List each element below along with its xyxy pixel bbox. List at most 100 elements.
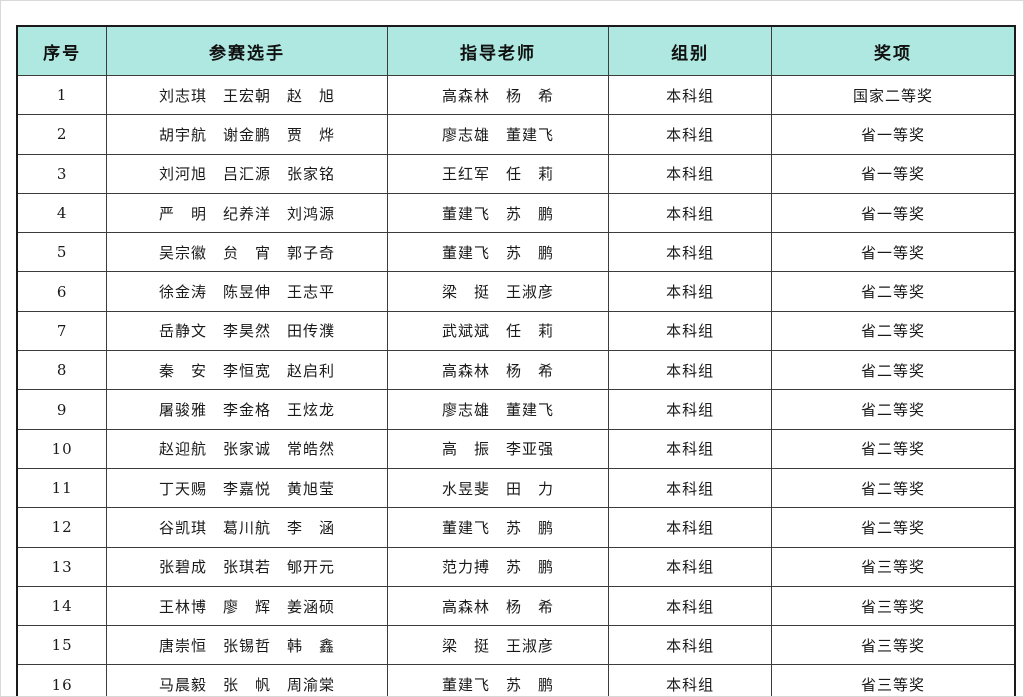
cell-group: 本科组 — [608, 350, 772, 391]
table-row: 10 赵迎航 张家诚 常皓然高 振 李亚强 本科组 省二等奖 — [16, 428, 1016, 469]
cell-contestants: 马晨毅 张 帆 周渝棠 — [106, 664, 388, 696]
cell-group: 本科组 — [608, 114, 772, 155]
cell-contestants: 丁天赐 李嘉悦 黄旭莹 — [106, 467, 388, 509]
cell-contestants: 刘志琪 王宏朝 赵 旭 — [106, 74, 388, 116]
cell-group: 本科组 — [608, 153, 772, 194]
table-row: 11 丁天赐 李嘉悦 黄旭莹 水昱斐 田 力本科组 省二等奖 — [16, 467, 1016, 509]
table-row: 14 王林博 廖 辉 姜涵硕 高森林 杨 希本科组 省三等奖 — [16, 585, 1016, 627]
cell-contestants: 胡宇航 谢金鹏 贾 烨 — [106, 114, 388, 155]
cell-award: 省三等奖 — [770, 546, 1016, 587]
cell-contestants: 刘河旭 吕汇源 张家铭 — [106, 153, 388, 194]
header-teachers: 指导老师 — [386, 25, 610, 76]
cell-contestants: 严 明 纪养洋 刘鸿源 — [106, 192, 388, 234]
cell-teachers: 高 振 李亚强 — [386, 428, 610, 469]
table-row: 2 胡宇航 谢金鹏 贾 烨廖志雄 董建飞 本科组 省一等奖 — [16, 114, 1016, 155]
cell-award: 省二等奖 — [770, 310, 1016, 352]
cell-group: 本科组 — [608, 74, 772, 116]
cell-teachers: 高森林 杨 希 — [386, 585, 610, 627]
cell-contestants: 赵迎航 张家诚 常皓然 — [106, 428, 388, 469]
cell-award: 省三等奖 — [770, 664, 1016, 696]
cell-teachers: 水昱斐 田 力 — [386, 467, 610, 509]
cell-teachers: 范力搏 苏 鹏 — [386, 546, 610, 587]
table-row: 16 马晨毅 张 帆 周渝棠 董建飞 苏 鹏本科组 省三等奖 — [16, 664, 1016, 696]
cell-teachers: 廖志雄 董建飞 — [386, 114, 610, 155]
cell-group: 本科组 — [608, 664, 772, 696]
cell-group: 本科组 — [608, 428, 772, 469]
cell-teachers: 梁 挺 王淑彦 — [386, 271, 610, 312]
table-row: 7 岳静文 李昊然 田传濮 武斌斌 任 莉本科组 省二等奖 — [16, 310, 1016, 352]
cell-group: 本科组 — [608, 271, 772, 312]
cell-group: 本科组 — [608, 389, 772, 430]
cell-contestants: 唐崇恒 张锡哲 韩 鑫 — [106, 625, 388, 666]
cell-award: 国家二等奖 — [770, 74, 1016, 116]
cell-group: 本科组 — [608, 507, 772, 548]
cell-group: 本科组 — [608, 546, 772, 587]
cell-serial-number: 3 — [16, 153, 108, 194]
cell-group: 本科组 — [608, 467, 772, 509]
cell-group: 本科组 — [608, 192, 772, 234]
cell-award: 省二等奖 — [770, 389, 1016, 430]
table-row: 9 屠骏雅 李金格 王炫龙 廖志雄 董建飞 本科组 省二等奖 — [16, 389, 1016, 430]
table-row: 1 刘志琪 王宏朝 赵 旭高森林 杨 希本科组 国家二等奖 — [16, 74, 1016, 116]
table-row: 15 唐崇恒 张锡哲 韩 鑫梁 挺 王淑彦 本科组 省三等奖 — [16, 625, 1016, 666]
cell-award: 省一等奖 — [770, 114, 1016, 155]
table-body: 1 刘志琪 王宏朝 赵 旭高森林 杨 希本科组 国家二等奖 2 胡宇航 谢金鹏 贾 烨廖… — [16, 74, 1016, 696]
cell-serial-number: 2 — [16, 114, 108, 155]
header-serial-number: 序号 — [16, 25, 108, 76]
cell-serial-number: 16 — [16, 664, 108, 696]
cell-serial-number: 13 — [16, 546, 108, 587]
table-row: 6 徐金涛 陈昱伸 王志平梁 挺 王淑彦 本科组 省二等奖 — [16, 271, 1016, 312]
cell-group: 本科组 — [608, 625, 772, 666]
cell-serial-number: 7 — [16, 310, 108, 352]
cell-award: 省一等奖 — [770, 192, 1016, 234]
header-row: 序号 参赛选手 指导老师 组别 奖项 — [16, 25, 1016, 76]
cell-teachers: 董建飞 苏 鹏 — [386, 232, 610, 273]
cell-serial-number: 1 — [16, 74, 108, 116]
cell-award: 省二等奖 — [770, 350, 1016, 391]
cell-award: 省三等奖 — [770, 625, 1016, 666]
cell-teachers: 董建飞 苏 鹏 — [386, 507, 610, 548]
cell-serial-number: 8 — [16, 350, 108, 391]
cell-award: 省二等奖 — [770, 428, 1016, 469]
cell-contestants: 岳静文 李昊然 田传濮 — [106, 310, 388, 352]
cell-serial-number: 15 — [16, 625, 108, 666]
cell-contestants: 王林博 廖 辉 姜涵硕 — [106, 585, 388, 627]
cell-serial-number: 12 — [16, 507, 108, 548]
cell-award: 省一等奖 — [770, 153, 1016, 194]
cell-award: 省一等奖 — [770, 232, 1016, 273]
cell-serial-number: 11 — [16, 467, 108, 509]
cell-serial-number: 4 — [16, 192, 108, 234]
table-row: 12 谷凯琪 葛川航 李 涵董建飞 苏 鹏本科组 省二等奖 — [16, 507, 1016, 548]
cell-teachers: 董建飞 苏 鹏 — [386, 192, 610, 234]
cell-award: 省二等奖 — [770, 271, 1016, 312]
cell-serial-number: 6 — [16, 271, 108, 312]
cell-contestants: 吴宗徽 贠 宵 郭子奇 — [106, 232, 388, 273]
cell-teachers: 王红军 任 莉 — [386, 153, 610, 194]
cell-teachers: 武斌斌 任 莉 — [386, 310, 610, 352]
cell-award: 省三等奖 — [770, 585, 1016, 627]
cell-serial-number: 5 — [16, 232, 108, 273]
header-award: 奖项 — [770, 25, 1016, 76]
cell-contestants: 徐金涛 陈昱伸 王志平 — [106, 271, 388, 312]
table-header: 序号 参赛选手 指导老师 组别 奖项 — [16, 25, 1016, 76]
cell-group: 本科组 — [608, 310, 772, 352]
cell-teachers: 高森林 杨 希 — [386, 350, 610, 391]
cell-teachers: 梁 挺 王淑彦 — [386, 625, 610, 666]
header-group: 组别 — [608, 25, 772, 76]
cell-group: 本科组 — [608, 585, 772, 627]
table-row: 3 刘河旭 吕汇源 张家铭 王红军 任 莉本科组 省一等奖 — [16, 153, 1016, 194]
cell-group: 本科组 — [608, 232, 772, 273]
award-results-table: 序号 参赛选手 指导老师 组别 奖项 1 刘志琪 王宏朝 赵 旭高森林 杨 希本科… — [16, 25, 1016, 696]
cell-teachers: 廖志雄 董建飞 — [386, 389, 610, 430]
cell-contestants: 谷凯琪 葛川航 李 涵 — [106, 507, 388, 548]
table-row: 13 张碧成 张琪若 郇开元 范力搏 苏 鹏本科组 省三等奖 — [16, 546, 1016, 587]
cell-teachers: 高森林 杨 希 — [386, 74, 610, 116]
cell-serial-number: 10 — [16, 428, 108, 469]
cell-award: 省二等奖 — [770, 507, 1016, 548]
header-contestants: 参赛选手 — [106, 25, 388, 76]
cell-serial-number: 14 — [16, 585, 108, 627]
cell-teachers: 董建飞 苏 鹏 — [386, 664, 610, 696]
